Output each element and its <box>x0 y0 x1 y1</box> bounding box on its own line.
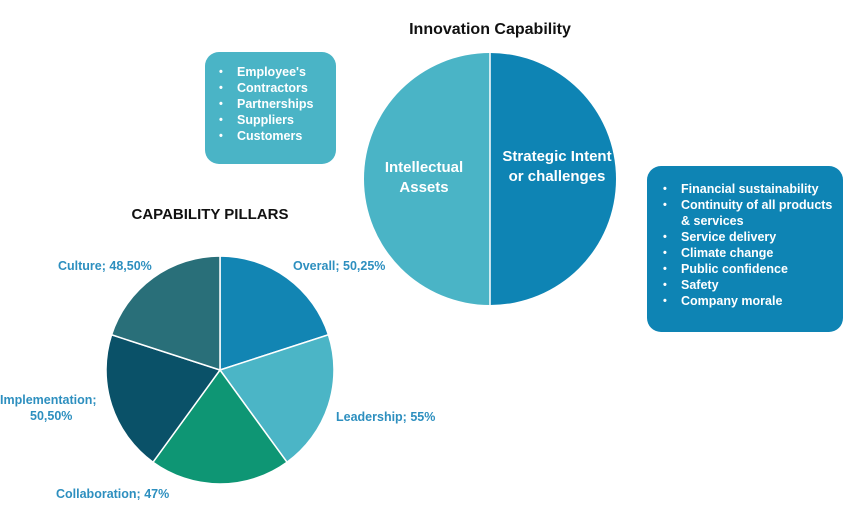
list-item: Climate change <box>659 245 837 261</box>
list-item: Employee's <box>215 64 328 80</box>
strategic-intent-half <box>490 53 616 305</box>
list-item: Partnerships <box>215 96 328 112</box>
list-item: Customers <box>215 128 328 144</box>
list-item: Suppliers <box>215 112 328 128</box>
pie-label-leadership: Leadership; 55% <box>336 410 436 424</box>
pie-slice-culture <box>110 255 221 372</box>
pie-label-implementation: Implementation; <box>0 393 97 407</box>
list-item: Continuity of all products & services <box>659 197 837 229</box>
intellectual-assets-half <box>364 53 490 305</box>
pie-slice-leadership <box>218 333 335 464</box>
capability-pillars-pie <box>105 255 335 485</box>
pie-slice-collaboration <box>151 368 289 485</box>
list-item: Financial sustainability <box>659 181 837 197</box>
pie-label-overall: Overall; 50,25% <box>293 259 386 273</box>
list-item: Company morale <box>659 293 837 309</box>
pie-label-culture: Culture; 48,50% <box>58 259 152 273</box>
list-item: Service delivery <box>659 229 837 245</box>
page-title: Innovation Capability <box>409 21 571 38</box>
list-item: Safety <box>659 277 837 293</box>
pie-slice-overall <box>219 255 330 372</box>
strategic-intent-label: Strategic Intent or challenges <box>502 148 612 185</box>
list-item: Public confidence <box>659 261 837 277</box>
pie-slice-implementation <box>105 333 222 464</box>
stakeholders-box: Employee's Contractors Partnerships Supp… <box>205 52 336 164</box>
strategic-challenges-box: Financial sustainability Continuity of a… <box>647 166 843 332</box>
pie-label-implementation-value: 50,50% <box>30 409 73 423</box>
intellectual-assets-label: Intellectual Assets <box>384 159 464 196</box>
pie-label-collaboration: Collaboration; 47% <box>56 487 170 501</box>
list-item: Contractors <box>215 80 328 96</box>
pillars-title: CAPABILITY PILLARS <box>131 206 289 223</box>
